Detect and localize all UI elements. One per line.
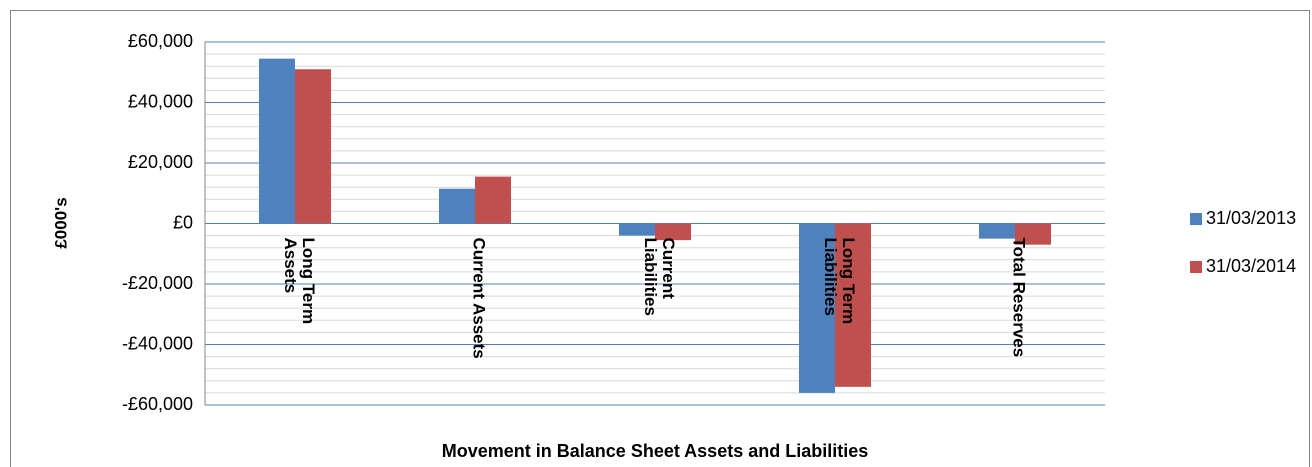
chart-title: Movement in Balance Sheet Assets and Lia… (442, 441, 868, 461)
y-tick-label: -£20,000 (122, 273, 193, 293)
y-tick-label: -£40,000 (122, 333, 193, 353)
bar (655, 223, 691, 241)
bar (295, 69, 331, 224)
x-tick-label: Long TermLiabilities (821, 238, 858, 325)
y-tick-label: £60,000 (128, 31, 193, 51)
bar (835, 223, 871, 387)
y-tick-label: £20,000 (128, 152, 193, 172)
bar (439, 188, 475, 224)
x-tick-label: Long TermAssets (281, 238, 318, 325)
y-tick-label: -£60,000 (122, 394, 193, 414)
legend-swatch (1190, 261, 1202, 273)
bar (619, 223, 655, 236)
bar (259, 58, 295, 224)
bar (475, 176, 511, 224)
y-tick-label: £0 (173, 212, 193, 232)
y-axis-label: £000's (51, 197, 70, 248)
legend-label: 31/03/2013 (1206, 208, 1296, 228)
bar (1015, 223, 1051, 245)
x-tick-label: Total Reserves (1010, 238, 1029, 358)
bar (799, 223, 835, 393)
legend-label: 31/03/2014 (1206, 256, 1296, 276)
bar (979, 223, 1015, 239)
legend-swatch (1190, 213, 1202, 225)
x-tick-label: Current Assets (470, 238, 489, 359)
y-tick-label: £40,000 (128, 91, 193, 111)
x-tick-label: CurrentLiabilities (641, 238, 678, 316)
